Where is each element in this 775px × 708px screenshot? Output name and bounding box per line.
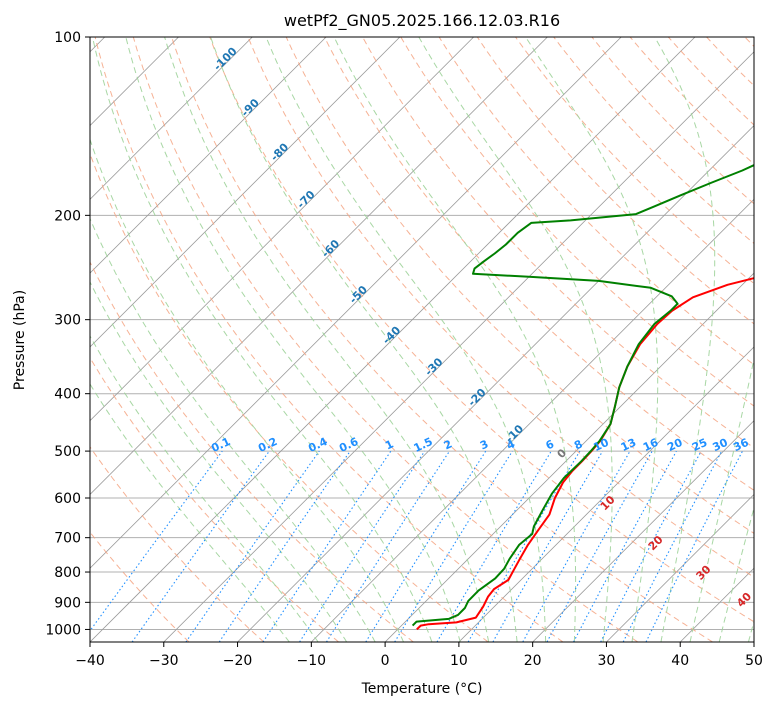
pressure-gridlines bbox=[90, 37, 754, 630]
dry-adiabat-lines bbox=[90, 37, 754, 642]
moist-adiabat-line bbox=[92, 37, 433, 642]
dry-adiabat-line bbox=[285, 37, 754, 534]
mixing-ratio-label: 16 bbox=[641, 436, 661, 454]
chart-title: wetPf2_GN05.2025.166.12.03.R16 bbox=[284, 11, 560, 31]
isotherm-line bbox=[163, 51, 754, 642]
isotherm-line bbox=[90, 37, 327, 274]
y-tick-label: 400 bbox=[54, 387, 81, 403]
mixing-ratio-line bbox=[645, 450, 743, 642]
mixing-ratio-label: 36 bbox=[731, 436, 751, 454]
mixing-ratio-line bbox=[394, 450, 513, 642]
moist-adiabat-line bbox=[125, 37, 461, 642]
y-tick-label: 700 bbox=[54, 531, 81, 547]
mixing-ratio-label: 13 bbox=[619, 436, 638, 454]
x-axis: −40 −30 −20 −10 0 10 20 30 40 50 bbox=[75, 642, 763, 669]
dry-adiabat-line bbox=[94, 37, 564, 642]
mixing-ratio-label: 30 bbox=[711, 436, 731, 454]
isotherm-line bbox=[90, 37, 401, 348]
moist-adiabat-line bbox=[525, 37, 659, 642]
mixing-ratio-label: 20 bbox=[665, 436, 685, 454]
mixing-ratio-line bbox=[90, 450, 223, 632]
x-tick-label: 40 bbox=[671, 653, 689, 669]
x-tick-label: 10 bbox=[450, 653, 468, 669]
dry-adiabat-line bbox=[438, 37, 754, 366]
dry-adiabat-line bbox=[247, 37, 754, 578]
x-tick-label: −30 bbox=[149, 653, 179, 669]
x-tick-label: 50 bbox=[745, 653, 763, 669]
isotherm-line bbox=[458, 346, 754, 642]
x-tick-label: −20 bbox=[223, 653, 253, 669]
y-tick-label: 500 bbox=[54, 444, 81, 460]
y-axis-label: Pressure (hPa) bbox=[12, 290, 28, 390]
y-tick-label: 1000 bbox=[45, 622, 81, 638]
mixing-ratio-lines bbox=[90, 450, 743, 642]
mixing-ratio-label: 10 bbox=[591, 436, 611, 454]
dry-adiabat-line bbox=[323, 37, 754, 491]
moist-adiabat-line bbox=[689, 356, 754, 642]
y-tick-label: 200 bbox=[54, 208, 81, 224]
x-tick-label: −10 bbox=[297, 653, 327, 669]
isotherm-line bbox=[90, 37, 622, 569]
moist-adiabat-line bbox=[718, 505, 754, 642]
plot-area: 0.1 0.2 0.4 0.6 1 1.5 2 3 4 6 8 10 13 16 20 25 30 36-100-… bbox=[90, 37, 754, 642]
dewpoint-profile bbox=[411, 164, 754, 627]
isotherm-line bbox=[90, 37, 696, 642]
isotherm-line bbox=[90, 37, 548, 496]
x-axis-label: Temperature (°C) bbox=[361, 681, 483, 697]
dry-adiabat-line bbox=[476, 37, 754, 325]
moist-adiabat-line bbox=[210, 37, 518, 642]
y-tick-label: 100 bbox=[54, 30, 81, 46]
y-tick-label: 300 bbox=[54, 313, 81, 329]
y-tick-label: 600 bbox=[54, 491, 81, 507]
mixing-ratio-line bbox=[299, 450, 426, 642]
isotherm-line bbox=[90, 37, 474, 422]
dry-adiabat-line bbox=[90, 356, 339, 642]
x-tick-label: 0 bbox=[381, 653, 390, 669]
x-tick-label: −40 bbox=[75, 653, 105, 669]
moist-adiabat-line bbox=[333, 37, 577, 642]
mixing-ratio-line bbox=[573, 450, 677, 642]
mixing-ratio-line bbox=[325, 450, 450, 642]
moist-adiabat-line bbox=[90, 383, 290, 642]
dry-adiabat-line bbox=[90, 260, 414, 642]
mixing-ratio-line bbox=[546, 450, 653, 642]
isotherm-line bbox=[532, 420, 754, 642]
moist-adiabat-line bbox=[90, 335, 319, 642]
mixing-ratio-line bbox=[218, 450, 351, 642]
isotherm-lines bbox=[90, 37, 754, 642]
x-tick-label: 30 bbox=[598, 653, 616, 669]
moist-adiabat-line bbox=[265, 37, 547, 642]
plot-frame bbox=[89, 36, 755, 643]
isotherm-line bbox=[606, 493, 754, 642]
dry-adiabat-line bbox=[171, 37, 713, 642]
x-tick-label: 20 bbox=[524, 653, 542, 669]
moist-adiabat-line bbox=[164, 37, 490, 642]
mixing-ratio-line bbox=[522, 450, 631, 642]
isotherm-line bbox=[90, 37, 253, 200]
mixing-ratio-line bbox=[262, 450, 392, 642]
mixing-ratio-line bbox=[185, 450, 320, 642]
moist-adiabat-line bbox=[90, 217, 376, 642]
dry-adiabat-line bbox=[90, 446, 265, 642]
mixing-ratio-line bbox=[131, 450, 270, 642]
moist-adiabat-line bbox=[654, 37, 716, 642]
sounding-series bbox=[411, 164, 754, 631]
dry-adiabat-line bbox=[515, 37, 754, 285]
moist-adiabat-lines bbox=[90, 37, 754, 642]
moist-adiabat-line bbox=[418, 37, 613, 642]
isotherm-line bbox=[237, 124, 754, 642]
mixing-ratio-label: 25 bbox=[690, 436, 709, 454]
isotherm-line bbox=[384, 272, 754, 642]
y-tick-label: 900 bbox=[54, 595, 81, 611]
y-tick-label: 800 bbox=[54, 565, 81, 581]
y-axis: 100 200 300 400 500 600 700 800 900 1000 bbox=[45, 30, 90, 638]
moist-adiabat-line bbox=[90, 280, 348, 642]
moist-adiabat-line bbox=[90, 137, 405, 642]
